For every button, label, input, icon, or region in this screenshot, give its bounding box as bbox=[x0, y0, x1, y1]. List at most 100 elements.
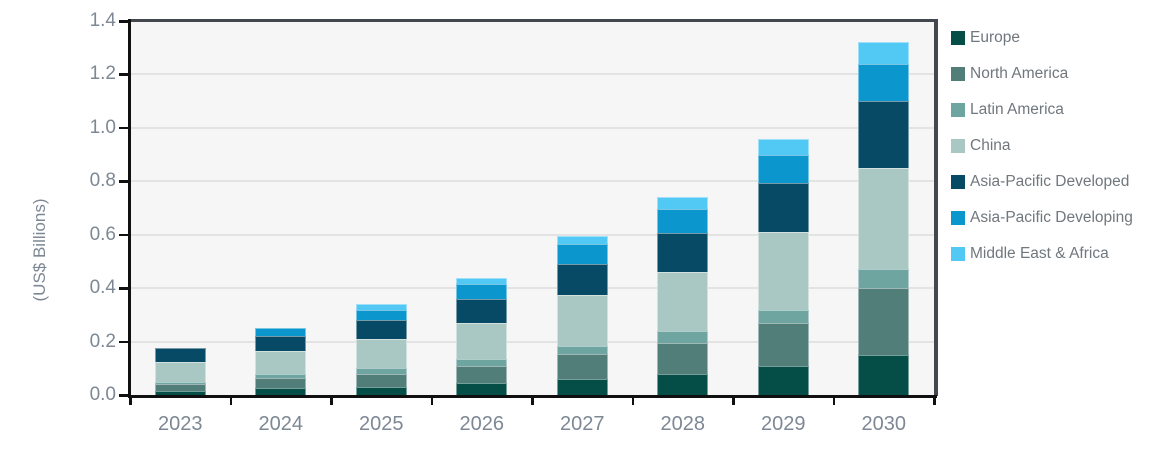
bar-slots bbox=[130, 21, 934, 395]
legend-item-china: China bbox=[951, 137, 1133, 154]
legend-label: Europe bbox=[970, 29, 1020, 46]
y-tick-label: 0.2 bbox=[89, 330, 116, 352]
bar-column-2025 bbox=[331, 21, 432, 395]
bar-segment-middle-east-africa bbox=[556, 236, 608, 245]
bar-segment-china bbox=[355, 338, 407, 369]
bar-segment-china bbox=[858, 167, 910, 270]
y-tick-label: 1.2 bbox=[89, 63, 116, 85]
legend-swatch bbox=[951, 103, 965, 117]
gridline bbox=[130, 340, 934, 343]
y-tick-label: 0.8 bbox=[89, 170, 116, 192]
bar-segment-asia-pacific-developed bbox=[556, 264, 608, 295]
y-axis-spine bbox=[128, 19, 131, 398]
legend-swatch bbox=[951, 139, 965, 153]
bar-segment-europe bbox=[757, 365, 809, 395]
x-tick-label-2030: 2030 bbox=[861, 413, 907, 435]
bar-segment-latin-america bbox=[355, 368, 407, 374]
stacked-bar-2027 bbox=[556, 236, 608, 395]
stacked-bar-2025 bbox=[355, 304, 407, 395]
x-tick-label-2027: 2027 bbox=[560, 413, 605, 435]
x-tick-label-2028: 2028 bbox=[660, 413, 706, 435]
x-tick-mark bbox=[832, 398, 835, 405]
gridline bbox=[130, 287, 934, 290]
x-tick-label-2023: 2023 bbox=[158, 413, 203, 435]
bar-segment-north-america bbox=[255, 377, 307, 389]
bar-segment-latin-america bbox=[556, 345, 608, 354]
bar-segment-asia-pacific-developed bbox=[154, 348, 206, 362]
y-tick-mark bbox=[119, 233, 128, 237]
bar-segment-north-america bbox=[154, 384, 206, 391]
bar-segment-europe bbox=[556, 378, 608, 395]
bar-segment-china bbox=[556, 294, 608, 346]
bar-segment-europe bbox=[858, 354, 910, 395]
bar-segment-north-america bbox=[757, 322, 809, 366]
bar-column-2023 bbox=[130, 21, 231, 395]
y-tick-mark bbox=[119, 73, 128, 76]
legend-item-north-america: North America bbox=[951, 65, 1133, 82]
bar-segment-asia-pacific-developed bbox=[355, 320, 407, 339]
x-tick-label-2029: 2029 bbox=[761, 413, 806, 435]
gridline bbox=[130, 180, 934, 183]
bar-segment-north-america bbox=[657, 342, 709, 374]
bar-segment-asia-pacific-developing bbox=[355, 309, 407, 321]
x-tick-label-2024: 2024 bbox=[258, 413, 304, 435]
bar-segment-asia-pacific-developed bbox=[255, 336, 307, 351]
bar-segment-china bbox=[757, 232, 809, 310]
bar-column-2029 bbox=[733, 21, 834, 395]
stacked-bar-2029 bbox=[757, 138, 809, 395]
bar-segment-europe bbox=[657, 373, 709, 395]
stacked-bar-2030 bbox=[858, 42, 910, 395]
y-tick-mark bbox=[119, 20, 128, 23]
legend-label: North America bbox=[970, 65, 1069, 82]
y-tick-mark bbox=[119, 394, 128, 397]
bar-segment-latin-america bbox=[657, 330, 709, 343]
bar-column-2026 bbox=[432, 21, 533, 395]
bar-segment-china bbox=[255, 350, 307, 374]
stacked-bar-2023 bbox=[154, 348, 206, 395]
gridline bbox=[130, 126, 934, 129]
legend: Europe North America Latin America China Asi… bbox=[951, 29, 1133, 262]
legend-label: Asia-Pacific Developing bbox=[970, 209, 1133, 226]
bar-segment-europe bbox=[154, 391, 206, 395]
legend-label: Latin America bbox=[970, 101, 1064, 118]
bar-segment-asia-pacific-developing bbox=[255, 328, 307, 337]
x-tick-mark bbox=[430, 398, 433, 405]
y-tick-label: 0.0 bbox=[89, 384, 116, 405]
bar-column-2024 bbox=[231, 21, 332, 395]
y-tick-mark bbox=[119, 180, 128, 183]
gridline bbox=[130, 233, 934, 236]
bar-segment-asia-pacific-developed bbox=[757, 182, 809, 233]
bar-column-2027 bbox=[532, 21, 633, 395]
legend-item-asia-pacific-developing: Asia-Pacific Developing bbox=[951, 209, 1133, 226]
bar-segment-north-america bbox=[355, 373, 407, 387]
x-tick-label-2026: 2026 bbox=[459, 413, 505, 435]
bar-segment-middle-east-africa bbox=[456, 277, 508, 285]
x-tick-mark bbox=[732, 398, 735, 405]
bar-segment-north-america bbox=[556, 353, 608, 379]
bar-column-2028 bbox=[633, 21, 734, 395]
legend-label: Middle East & Africa bbox=[970, 245, 1109, 262]
legend-swatch bbox=[951, 67, 965, 81]
x-tick-mark bbox=[229, 398, 232, 405]
legend-swatch bbox=[951, 175, 965, 189]
legend-label: Asia-Pacific Developed bbox=[970, 173, 1130, 190]
bar-segment-latin-america bbox=[255, 373, 307, 378]
x-axis-spine bbox=[128, 395, 937, 398]
y-tick-label: 1.0 bbox=[89, 116, 116, 138]
y-tick-label: 0.4 bbox=[89, 277, 116, 299]
bar-segment-asia-pacific-developed bbox=[456, 298, 508, 323]
bar-segment-asia-pacific-developed bbox=[858, 101, 910, 168]
x-tick-mark bbox=[129, 398, 132, 405]
bar-segment-middle-east-africa bbox=[757, 138, 809, 155]
bar-segment-latin-america bbox=[154, 381, 206, 385]
y-tick-label: 1.4 bbox=[89, 10, 116, 31]
bar-segment-asia-pacific-developing bbox=[757, 154, 809, 183]
bar-segment-china bbox=[456, 322, 508, 359]
y-tick-mark bbox=[119, 126, 128, 130]
bar-segment-middle-east-africa bbox=[657, 197, 709, 210]
x-tick-mark bbox=[330, 398, 333, 405]
legend-label: China bbox=[970, 137, 1011, 154]
legend-item-middle-east-africa: Middle East & Africa bbox=[951, 245, 1133, 262]
y-tick-mark bbox=[119, 287, 128, 290]
